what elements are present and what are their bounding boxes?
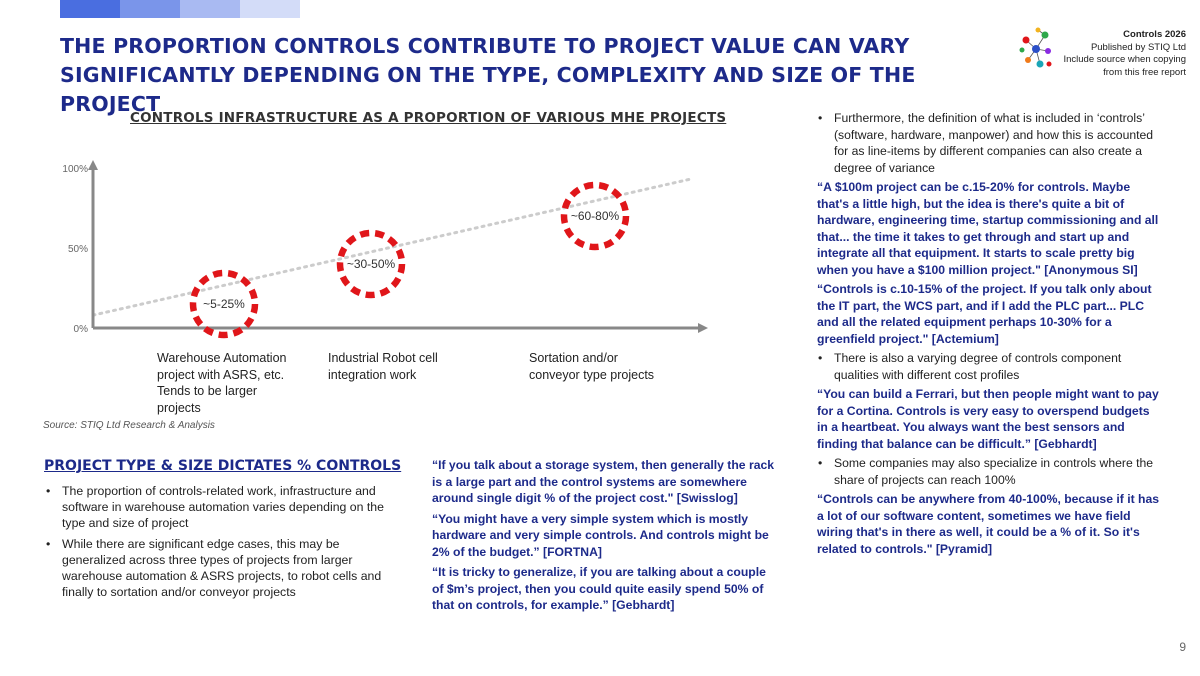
bullet-definition-variance: Furthermore, the definition of what is i… — [817, 110, 1162, 176]
section-bullet: The proportion of controls-related work,… — [44, 483, 389, 531]
right-column: Furthermore, the definition of what is i… — [817, 110, 1162, 560]
page-number: 9 — [1179, 640, 1186, 654]
x-axis-arrow — [698, 323, 708, 333]
category-label-line: conveyor type projects — [529, 367, 655, 382]
category-label: Industrial Robot cell integration work — [328, 350, 438, 383]
y-tick-label: 100% — [62, 164, 88, 175]
top-bar-segment-3 — [180, 0, 240, 18]
range-label: ~60-80% — [571, 209, 620, 223]
top-bar-segment-4 — [240, 0, 300, 18]
bullet-specialize: Some companies may also specialize in co… — [817, 455, 1162, 488]
section-title: PROJECT TYPE & SIZE DICTATES % CONTROLS — [44, 458, 402, 474]
top-bar-segment-1 — [60, 0, 120, 18]
quote-anonymous-si: “A $100m project can be c.15-20% for con… — [817, 180, 1159, 277]
brand-copy-note-2: from this free report — [1103, 66, 1186, 78]
range-label: ~30-50% — [347, 257, 396, 271]
category-label-line: projects — [157, 400, 201, 415]
brand-block: Controls 2026 Published by STIQ Ltd Incl… — [1006, 29, 1186, 79]
source-note: Source: STIQ Ltd Research & Analysis — [43, 420, 215, 431]
quote-pyramid: “Controls can be anywhere from 40-100%, … — [817, 492, 1160, 556]
quote-gebhardt-ferrari: “You can build a Ferrari, but then peopl… — [817, 387, 1159, 451]
category-label-line: Tends to be larger — [157, 384, 258, 398]
quote-actemium: “Controls is c.10-15% of the project. If… — [817, 282, 1152, 346]
brand-copy-note: Include source when copying — [1063, 54, 1186, 65]
range-label: ~5-25% — [203, 297, 245, 311]
brand-publisher: Published by STIQ Ltd — [1090, 41, 1186, 53]
brand-name: Controls 2026 — [1123, 29, 1186, 40]
quote-fortna: “You might have a very simple system whi… — [432, 511, 769, 559]
mid-quotes: “If you talk about a storage system, the… — [432, 457, 777, 618]
trend-line — [91, 177, 692, 317]
range-circle — [560, 181, 630, 251]
top-bar-segment-2 — [120, 0, 180, 18]
chart-title: CONTROLS INFRASTRUCTURE AS A PROPORTION … — [130, 110, 727, 126]
section-bullets: The proportion of controls-related work,… — [44, 483, 389, 605]
category-label-line: project with ASRS, etc. — [157, 367, 285, 382]
range-circle — [336, 229, 406, 299]
page-title: THE PROPORTION CONTROLS CONTRIBUTE TO PR… — [60, 34, 916, 116]
range-circle — [189, 269, 259, 339]
chart: 100% 50% 0% ~5-25% ~30-50% ~60-80% — [62, 160, 708, 339]
bullet-component-qualities: There is also a varying degree of contro… — [817, 350, 1162, 383]
category-label-line: Industrial Robot cell — [328, 351, 438, 365]
section-bullet: While there are significant edge cases, … — [44, 536, 389, 600]
y-tick-label: 0% — [74, 324, 89, 335]
quote-swisslog: “If you talk about a storage system, the… — [432, 458, 775, 505]
molecule-dots-icon — [1019, 27, 1052, 68]
y-tick-label: 50% — [68, 244, 88, 255]
quote-gebhardt: “It is tricky to generalize, if you are … — [432, 565, 766, 612]
y-axis-arrow — [88, 160, 98, 170]
category-label: Sortation and/or conveyor type projects — [529, 350, 654, 383]
category-label-line: Warehouse Automation — [157, 351, 287, 365]
category-label-line: integration work — [328, 367, 417, 382]
category-label: Warehouse Automation project with ASRS, e… — [157, 350, 286, 416]
category-label-line: Sortation and/or — [529, 351, 618, 365]
